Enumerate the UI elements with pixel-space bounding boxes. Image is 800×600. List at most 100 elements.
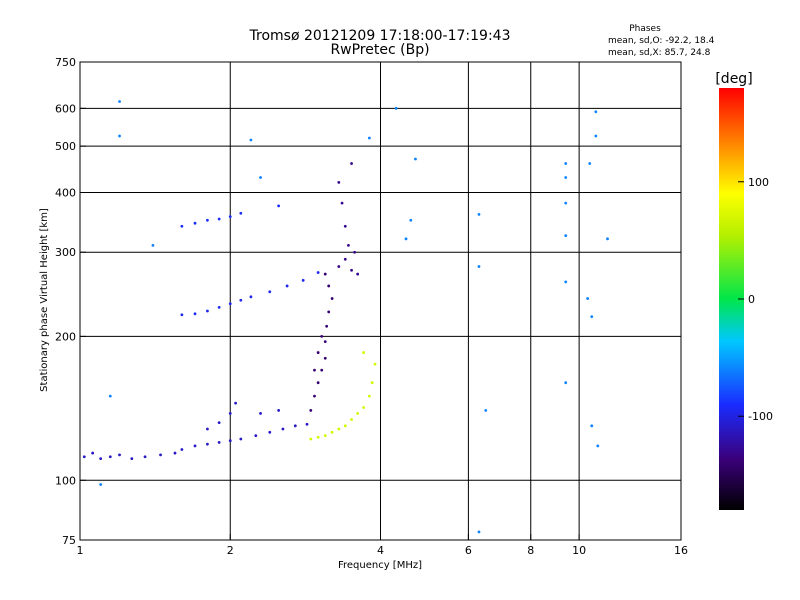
data-point — [217, 217, 221, 221]
colorbar-tick-label: 0 — [748, 293, 755, 306]
data-point — [268, 430, 272, 434]
data-point — [564, 381, 568, 385]
data-point — [173, 451, 177, 455]
data-point — [193, 312, 197, 316]
data-point — [239, 211, 243, 215]
phases-o-line: mean, sd,O: -92.2, 18.4 — [608, 36, 715, 46]
data-point — [564, 176, 568, 179]
data-point — [309, 409, 313, 412]
data-point — [99, 483, 103, 486]
data-point — [277, 409, 281, 412]
data-point — [337, 427, 341, 431]
data-point — [477, 265, 481, 268]
colorbar-label: [deg] — [715, 71, 752, 87]
data-point — [484, 409, 488, 412]
phases-x-line: mean, sd,X: 85.7, 24.8 — [608, 48, 711, 58]
data-point — [239, 298, 243, 302]
data-point — [249, 295, 253, 299]
data-point — [353, 250, 357, 254]
data-point — [564, 162, 568, 165]
x-tick-label: 8 — [527, 544, 534, 557]
data-point — [217, 441, 221, 444]
x-tick-label: 2 — [227, 544, 234, 557]
data-point — [259, 176, 262, 179]
data-point — [180, 448, 184, 451]
data-point — [249, 138, 253, 142]
colorbar-tick-label: -100 — [748, 410, 773, 423]
data-point — [586, 297, 590, 300]
x-tick-label: 6 — [465, 544, 472, 557]
data-point — [370, 381, 374, 385]
data-point — [362, 351, 366, 354]
chart-title: Tromsø 20121209 17:18:00-17:19:43 — [249, 28, 511, 44]
data-point — [409, 218, 413, 222]
data-point — [293, 424, 297, 428]
data-point — [118, 453, 121, 457]
data-point — [320, 368, 324, 372]
data-point — [356, 272, 360, 276]
data-point — [350, 162, 353, 165]
data-point — [337, 180, 341, 184]
y-tick-label: 75 — [62, 534, 76, 547]
data-point — [228, 302, 232, 306]
x-tick-label: 16 — [674, 544, 688, 557]
colorbar-tick-label: 100 — [748, 176, 769, 189]
data-point — [277, 204, 281, 208]
data-point — [285, 284, 289, 288]
data-point — [301, 278, 305, 282]
data-point — [305, 422, 309, 426]
data-point — [316, 435, 320, 439]
data-point — [340, 201, 344, 205]
data-point — [588, 162, 592, 165]
data-point — [206, 218, 209, 222]
data-point — [362, 406, 366, 409]
data-point — [337, 265, 341, 268]
data-point — [330, 430, 334, 434]
data-point — [281, 427, 285, 431]
data-point — [325, 324, 329, 328]
data-point — [239, 437, 243, 441]
data-point — [367, 136, 371, 140]
data-point — [343, 424, 347, 428]
data-point — [234, 401, 238, 405]
data-point — [206, 442, 209, 446]
data-point — [99, 457, 103, 461]
data-point — [606, 237, 609, 241]
data-point — [217, 421, 221, 425]
data-point — [367, 394, 371, 398]
y-axis-ticks: 75 100 200 300 400 500 600 750 — [55, 56, 86, 547]
y-tick-label: 500 — [55, 140, 76, 153]
data-point — [323, 356, 327, 360]
phases-title: Phases — [629, 24, 661, 34]
data-point — [356, 412, 360, 415]
data-point — [143, 455, 147, 459]
data-point — [316, 351, 320, 354]
data-point — [477, 212, 481, 216]
y-axis-label: Stationary phase Virtual Height [km] — [39, 208, 50, 392]
data-point — [206, 309, 209, 313]
y-tick-label: 400 — [55, 186, 76, 199]
data-points — [82, 100, 609, 534]
data-point — [350, 418, 353, 421]
x-axis-label: Frequency [MHz] — [338, 560, 422, 571]
data-point — [313, 368, 316, 372]
y-tick-label: 750 — [55, 56, 76, 69]
data-point — [180, 313, 184, 317]
data-point — [594, 110, 598, 114]
data-point — [477, 530, 481, 534]
data-point — [82, 455, 86, 459]
x-tick-label: 4 — [377, 544, 384, 557]
data-point — [414, 157, 417, 161]
data-point — [180, 224, 184, 228]
data-point — [108, 455, 112, 459]
data-point — [404, 237, 408, 241]
grid — [80, 62, 681, 540]
data-point — [394, 106, 398, 110]
data-point — [108, 394, 112, 398]
data-point — [323, 340, 327, 344]
data-point — [343, 257, 347, 261]
data-point — [130, 457, 134, 461]
data-point — [268, 290, 272, 294]
data-point — [118, 134, 121, 138]
